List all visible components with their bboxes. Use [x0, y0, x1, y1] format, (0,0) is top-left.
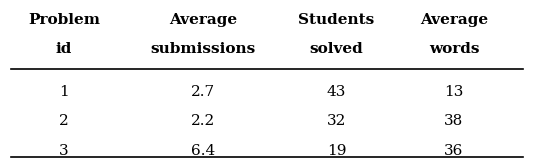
Text: Average: Average [169, 13, 237, 27]
Text: 43: 43 [327, 85, 346, 99]
Text: 6.4: 6.4 [191, 144, 215, 158]
Text: 3: 3 [59, 144, 69, 158]
Text: 2.2: 2.2 [191, 114, 215, 128]
Text: 36: 36 [444, 144, 464, 158]
Text: 38: 38 [444, 114, 464, 128]
Text: submissions: submissions [150, 42, 256, 56]
Text: 1: 1 [59, 85, 69, 99]
Text: id: id [56, 42, 72, 56]
Text: 19: 19 [327, 144, 346, 158]
Text: Average: Average [420, 13, 488, 27]
Text: words: words [429, 42, 479, 56]
Text: Students: Students [299, 13, 374, 27]
Text: 32: 32 [327, 114, 346, 128]
Text: 2: 2 [59, 114, 69, 128]
Text: Problem: Problem [28, 13, 100, 27]
Text: 2.7: 2.7 [191, 85, 215, 99]
Text: solved: solved [310, 42, 363, 56]
Text: 13: 13 [444, 85, 464, 99]
